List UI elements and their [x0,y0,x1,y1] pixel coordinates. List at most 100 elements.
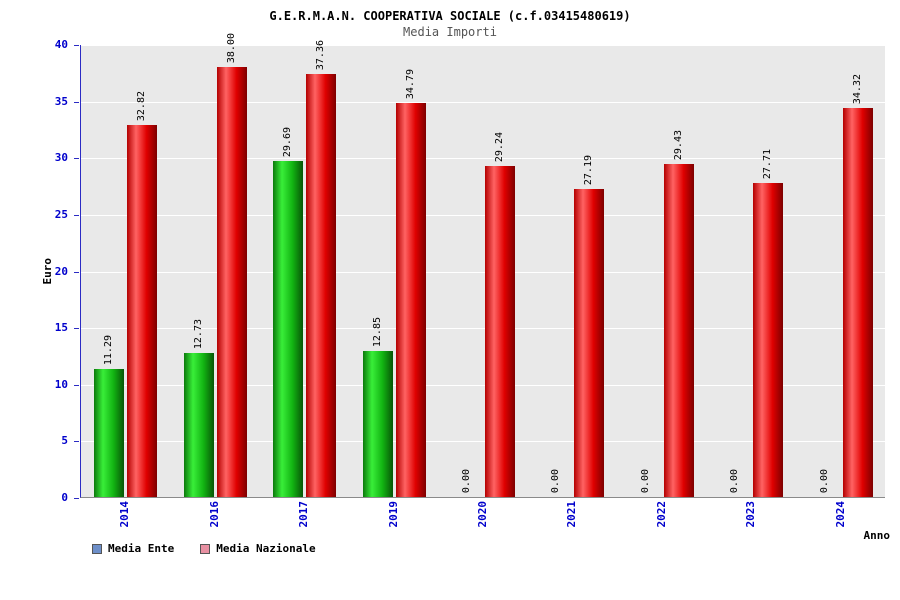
y-tick-label: 25 [54,207,68,221]
legend-swatch-media-nazionale-icon [200,543,211,554]
bar-value-label: 32.82 [136,90,148,121]
x-axis-title: Anno [863,529,891,542]
bar-value-label: 0.00 [729,468,741,493]
bar-slot: 27.71 [753,45,784,497]
y-tick-mark [74,271,79,273]
bar-media-nazionale-2021 [574,189,605,497]
gridline [81,384,885,386]
bar-slot: 34.32 [842,45,873,497]
y-tick-mark [74,214,79,216]
bar-media-nazionale-2016 [216,67,247,497]
bar-slot: 0.00 [541,45,571,497]
legend-item-media-nazionale: Media Nazionale [200,542,316,555]
bar-media-nazionale-2020 [484,166,515,497]
bar-value-label: 27.71 [762,148,774,179]
x-tick-label-2023: 2023 [744,501,758,528]
bar-value-label: 29.24 [493,131,505,162]
y-tick-mark [74,45,79,46]
x-tick-label-2019: 2019 [386,501,400,528]
x-tick-label-2014: 2014 [118,501,132,528]
gridline [81,101,885,103]
bar-media-nazionale-2023 [753,183,784,497]
bar-media-nazionale-2017 [306,74,337,497]
bar-slot: 34.79 [395,45,426,497]
bar-value-label: 0.00 [818,468,830,493]
bar-slot: 27.19 [574,45,605,497]
bar-group-2019: 12.85 34.79 [349,45,438,497]
bar-value-label: 37.36 [315,39,327,70]
bar-slot: 0.00 [452,45,482,497]
y-tick-mark [74,158,79,160]
x-tick-label-2016: 2016 [207,501,221,528]
legend-label-media-ente: Media Ente [108,542,175,555]
bar-value-label: 12.85 [371,316,383,347]
y-tick-mark [74,384,79,386]
y-tick-mark [74,441,79,443]
y-tick-label: 10 [54,377,68,391]
bar-media-ente-2014 [94,369,125,497]
y-tick-label: 20 [54,264,68,278]
bar-group-2024: 0.00 34.32 [797,45,886,497]
y-tick-label: 35 [54,94,68,108]
bar-slot: 29.69 [273,45,304,497]
chart-title: G.E.R.M.A.N. COOPERATIVA SOCIALE (c.f.03… [269,9,631,23]
bar-media-ente-2016 [183,353,214,497]
bar-slot: 12.73 [183,45,214,497]
bar-value-label: 34.79 [404,68,416,99]
bar-value-label: 29.69 [282,126,294,157]
y-tick-label: 5 [61,434,68,448]
bar-value-label: 27.19 [583,154,595,185]
bar-slot: 38.00 [216,33,247,497]
bar-group-2023: 0.00 27.71 [707,45,796,497]
bar-value-label: 29.43 [672,129,684,160]
bar-slot: 12.85 [362,45,393,497]
gridline [81,214,885,216]
bar-slot: 0.00 [810,45,840,497]
bar-group-2016: 12.73 38.00 [170,33,259,497]
bar-group-2022: 0.00 29.43 [618,45,707,497]
x-tick-label-2022: 2022 [654,501,668,528]
bar-slot: 11.29 [94,45,125,497]
bar-slot: 37.36 [306,40,337,497]
y-tick-label: 30 [54,151,68,165]
bar-value-label: 11.29 [103,334,115,365]
gridline [81,328,885,330]
gridline [81,45,885,46]
y-tick-label: 40 [54,38,68,51]
bar-value-label: 0.00 [639,468,651,493]
bar-value-label: 12.73 [192,318,204,349]
y-tick-mark [74,328,79,330]
legend: Media Ente Media Nazionale [92,542,316,555]
bar-slot: 29.43 [663,45,694,497]
gridline [81,271,885,273]
y-tick-label: 15 [54,321,68,335]
x-tick-label-2020: 2020 [475,501,489,528]
bar-group-2020: 0.00 29.24 [439,45,528,497]
bar-group-2017: 29.69 37.36 [260,40,349,497]
legend-label-media-nazionale: Media Nazionale [216,542,316,555]
y-tick-label: 0 [61,491,68,504]
bar-slot: 32.82 [127,45,158,497]
bar-value-label: 34.32 [851,73,863,104]
bar-slot: 0.00 [631,45,661,497]
legend-swatch-media-ente-icon [92,543,102,554]
x-tick-label-2017: 2017 [297,501,311,528]
bar-media-nazionale-2019 [395,103,426,497]
bar-media-nazionale-2024 [842,108,873,497]
bar-slot: 0.00 [720,45,750,497]
gridline [81,441,885,443]
bar-media-ente-2017 [273,161,304,497]
bar-slot: 29.24 [484,45,515,497]
x-tick-label-2021: 2021 [565,501,579,528]
bar-value-label: 38.00 [225,32,237,63]
bar-value-label: 0.00 [460,468,472,493]
bar-media-nazionale-2014 [127,125,158,497]
legend-item-media-ente: Media Ente [92,542,174,555]
bar-media-ente-2019 [362,351,393,497]
x-tick-label-2024: 2024 [833,501,847,528]
gridline [81,158,885,160]
x-axis-labels: 2014 2016 2017 2019 2020 2021 2022 2023 2024 [0,501,900,547]
chart-subtitle: Media Importi [403,25,497,39]
bar-group-2014: 11.29 32.82 [81,45,170,497]
